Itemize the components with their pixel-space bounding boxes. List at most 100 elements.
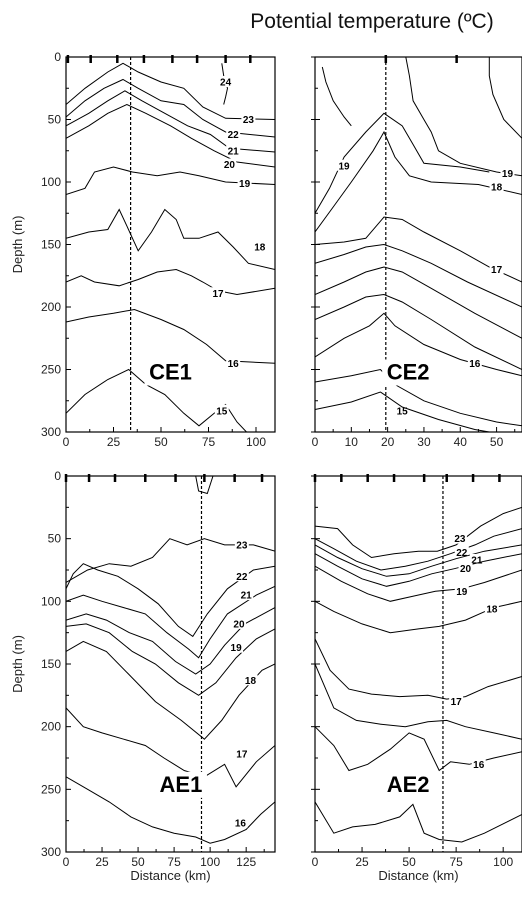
- isotherm-label-19: 19: [239, 179, 251, 190]
- x-tick-label: 50: [154, 435, 168, 449]
- x-tick-label: 100: [246, 435, 266, 449]
- x-tick-label: 0: [312, 435, 319, 449]
- panel-name-ce2: CE2: [387, 360, 430, 385]
- isotherm-label-bg: [243, 674, 258, 686]
- y-tick-label: 50: [48, 532, 62, 546]
- isotherm-21-line: [315, 544, 522, 577]
- isotherm-label-20: 20: [224, 160, 236, 171]
- isotherm-17-line: [315, 216, 522, 283]
- isotherm-label-23: 23: [236, 540, 248, 551]
- isotherm-label-bg: [484, 602, 499, 614]
- figure-title: Potential temperature (ºC): [250, 10, 493, 33]
- panel-name-bg: [382, 771, 435, 798]
- y-tick-label: 200: [41, 300, 61, 314]
- isotherm-label-bg: [395, 404, 410, 416]
- panel-ae1: 23 22 21 20 19 18 17 16 0 25 50 75 100 125 0 50 100 150 20…: [10, 469, 276, 883]
- isotherm-label-19: 19: [338, 161, 350, 172]
- isotherm-label-bg: [449, 695, 464, 707]
- isotherm-20-line: [315, 553, 522, 587]
- isotherm-label-bg: [337, 159, 352, 171]
- isotherm-label-23: 23: [243, 115, 255, 126]
- isotherm-label-20: 20: [233, 619, 245, 630]
- isotherm-label-bg: [489, 181, 504, 192]
- isotherm-label-bg: [500, 167, 515, 179]
- isotherm-17-line: [66, 268, 275, 296]
- y-tick-label: 150: [41, 238, 61, 252]
- isotherm-19-line: [315, 565, 522, 602]
- y-tick-label: 100: [41, 175, 61, 189]
- isotherm-label-15: 15: [216, 406, 228, 417]
- isotherm-label-21: 21: [241, 591, 253, 602]
- x-axis-label: Distance (km): [130, 868, 210, 883]
- isotherm-label-18: 18: [491, 183, 503, 194]
- isotherm-16-line: [315, 726, 522, 772]
- contours-ce2: 19 19 18 17 16 15: [315, 57, 522, 432]
- isotherm-label-bg: [469, 553, 484, 565]
- isotherm-22-line: [66, 78, 275, 138]
- y-tick-label: 300: [41, 845, 61, 859]
- isotherm-20-line: [66, 103, 275, 168]
- x-tick-label: 40: [454, 435, 468, 449]
- isotherm-22-line: [315, 528, 522, 571]
- isotherm-23-line: [66, 538, 275, 583]
- isotherm-15-line: [315, 368, 522, 427]
- isotherm-unlabeled-line: [315, 243, 522, 308]
- isotherm-19-line: [405, 57, 522, 177]
- x-tick-label: 100: [493, 855, 513, 869]
- isotherm-label-bg: [226, 357, 241, 369]
- isotherm-unlabeled-line: [315, 266, 522, 339]
- isotherm-label-bg: [226, 128, 241, 140]
- isotherm-unlabeled-line: [488, 57, 522, 139]
- x-tick-label: 20: [381, 435, 395, 449]
- isotherm-label-bg: [226, 144, 241, 156]
- isotherm-label-19: 19: [231, 643, 243, 654]
- isotherm-label-bg: [234, 748, 249, 760]
- y-axis-label: Depth (m): [10, 635, 25, 693]
- panel-name-bg: [382, 359, 435, 386]
- isotherm-label-15: 15: [397, 406, 409, 417]
- isotherm-unlabeled-line: [315, 293, 522, 370]
- x-tick-label: 50: [131, 855, 145, 869]
- isotherm-label-17: 17: [212, 289, 224, 300]
- isotherm-label-bg: [489, 263, 504, 275]
- y-tick-label: 100: [41, 594, 61, 608]
- y-tick-label: 50: [48, 113, 62, 127]
- y-tick-label: 300: [41, 425, 61, 439]
- isotherm-label-18: 18: [254, 243, 266, 254]
- panel-name-ae1: AE1: [160, 772, 203, 797]
- panel-name-ae2: AE2: [387, 772, 430, 797]
- isotherm-unlabeled-line: [315, 801, 522, 843]
- isotherm-label-22: 22: [236, 572, 248, 583]
- x-tick-label: 75: [449, 855, 463, 869]
- isotherm-label-22: 22: [456, 548, 468, 559]
- isotherm-label-21: 21: [471, 555, 483, 566]
- isotherm-19-line: [315, 112, 490, 214]
- x-tick-label: 50: [490, 435, 504, 449]
- x-tick-label: 0: [63, 435, 70, 449]
- y-tick-label: 0: [54, 50, 61, 64]
- contours-ae1: 23 22 21 20 19 18 17 16: [66, 476, 275, 844]
- isotherm-unlabeled-line: [321, 66, 352, 127]
- y-tick-label: 250: [41, 363, 61, 377]
- isotherm-label-17: 17: [236, 750, 248, 761]
- isotherm-unlabeled-line: [195, 476, 214, 495]
- isotherm-label-23: 23: [454, 534, 466, 545]
- isotherm-16-line: [66, 776, 275, 844]
- isotherm-label-bg: [241, 113, 256, 125]
- isotherm-label-24: 24: [220, 78, 232, 89]
- panel-name-bg: [154, 771, 207, 798]
- y-tick-label: 200: [41, 720, 61, 734]
- isotherm-17-line: [315, 638, 522, 700]
- isotherm-16-line: [66, 308, 275, 364]
- panel-name-bg: [144, 359, 197, 386]
- isotherm-label-20: 20: [460, 564, 472, 575]
- x-tick-label: 25: [107, 435, 121, 449]
- x-tick-label: 75: [167, 855, 181, 869]
- isotherm-label-bg: [233, 817, 248, 829]
